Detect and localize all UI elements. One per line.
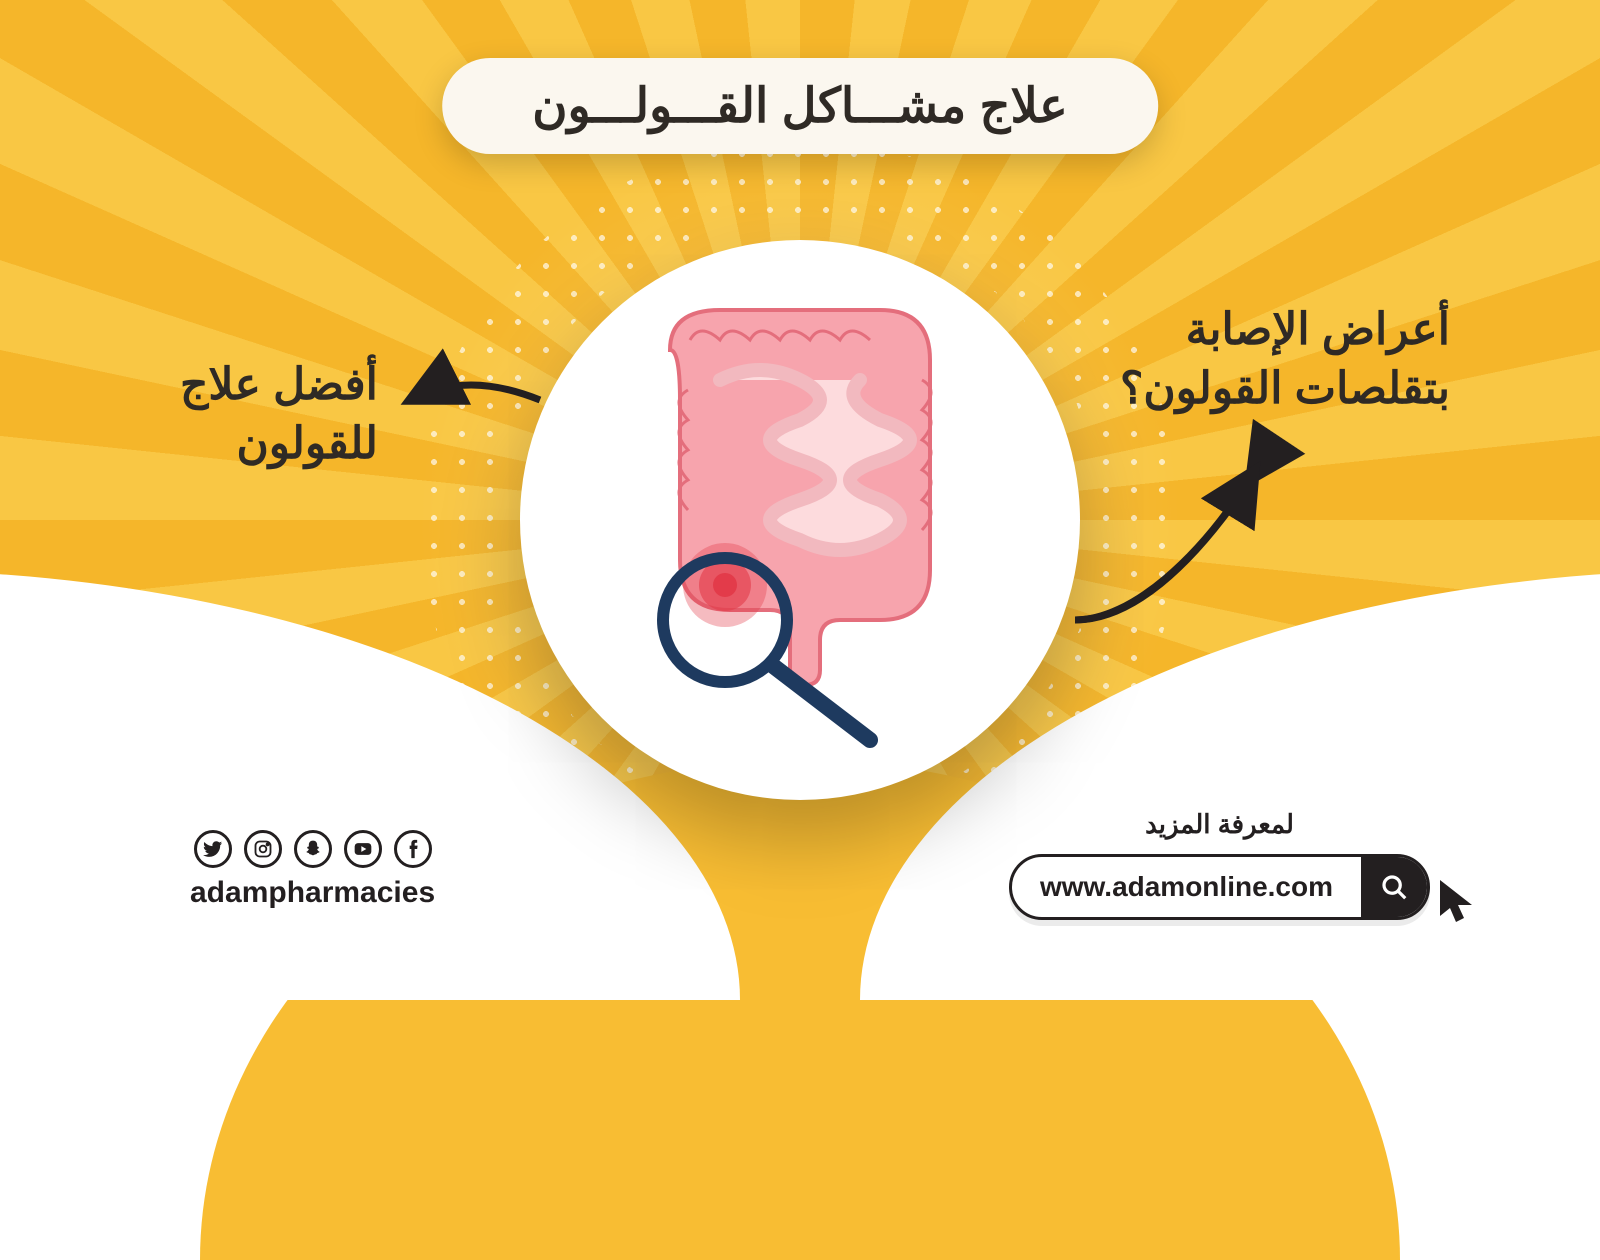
caption-right-line2: بتقلصات القولون؟ (1120, 359, 1450, 418)
twitter-icon[interactable] (194, 830, 232, 868)
caption-right-line1: أعراض الإصابة (1120, 300, 1450, 359)
url-text: www.adamonline.com (1012, 871, 1361, 903)
social-block: adampharmacies (190, 830, 435, 910)
caption-left-line1: أفضل علاج (180, 355, 378, 414)
more-label: لمعرفة المزيد (1009, 809, 1430, 840)
caption-right: أعراض الإصابة بتقلصات القولون؟ (1120, 300, 1450, 419)
instagram-icon[interactable] (244, 830, 282, 868)
snapchat-icon[interactable] (294, 830, 332, 868)
url-pill[interactable]: www.adamonline.com (1009, 854, 1430, 920)
more-block: لمعرفة المزيد www.adamonline.com (1009, 809, 1430, 920)
title-text: علاج مشـــاكل القـــولـــون (532, 80, 1068, 133)
magnifier-icon (520, 240, 1080, 800)
caption-left-line2: للقولون (180, 414, 378, 473)
social-icons-row (190, 830, 435, 868)
title-pill: علاج مشـــاكل القـــولـــون (442, 58, 1158, 154)
caption-left: أفضل علاج للقولون (180, 355, 378, 474)
social-handle: adampharmacies (190, 876, 435, 910)
infographic-root: علاج مشـــاكل القـــولـــون أفضل علاج لل… (0, 0, 1600, 1000)
youtube-icon[interactable] (344, 830, 382, 868)
cursor-icon (1436, 878, 1480, 930)
facebook-icon[interactable] (394, 830, 432, 868)
search-icon (1361, 857, 1427, 917)
